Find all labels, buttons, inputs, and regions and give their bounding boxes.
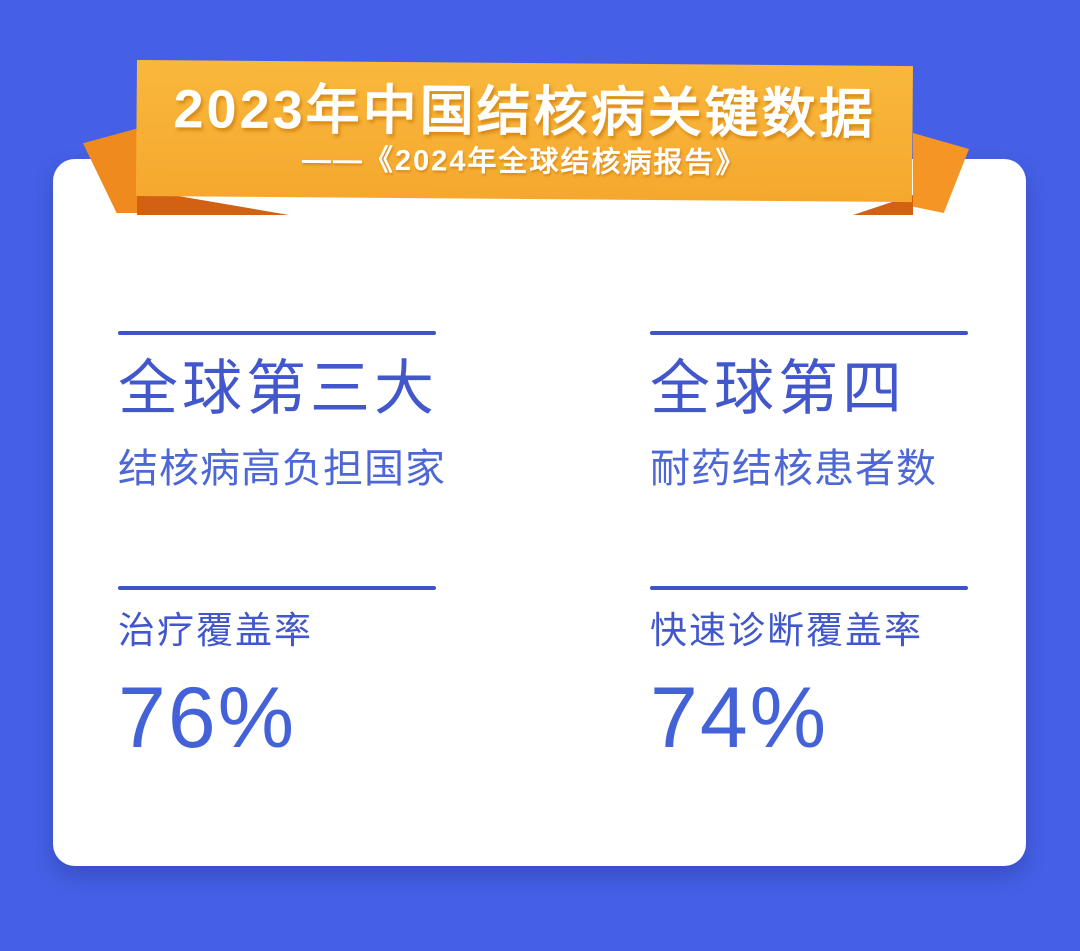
divider — [118, 586, 436, 590]
divider — [650, 586, 968, 590]
ribbon-tail-right — [913, 133, 969, 213]
stat-subheading: 结核病高负担国家 — [118, 447, 446, 491]
divider — [650, 331, 968, 335]
stat-label: 治疗覆盖率 — [118, 610, 313, 651]
stat-label: 快速诊断覆盖率 — [650, 610, 923, 651]
stat-value: 74% — [650, 670, 829, 766]
banner-subtitle: ——《2024年全球结核病报告》 — [301, 144, 747, 180]
stat-heading: 全球第四 — [650, 355, 906, 422]
stat-heading: 全球第三大 — [118, 355, 438, 422]
divider — [118, 331, 436, 335]
stat-column-left: 全球第三大 结核病高负担国家 治疗覆盖率 76% — [118, 159, 498, 866]
stats-card: 全球第三大 结核病高负担国家 治疗覆盖率 76% 全球第四 耐药结核患者数 快速… — [53, 159, 1026, 866]
ribbon-tail-left — [83, 128, 139, 213]
ribbon-banner: 2023年中国结核病关键数据 ——《2024年全球结核病报告》 — [83, 55, 969, 217]
banner-title: 2023年中国结核病关键数据 — [173, 79, 876, 145]
banner-body: 2023年中国结核病关键数据 ——《2024年全球结核病报告》 — [135, 60, 913, 203]
stat-column-right: 全球第四 耐药结核患者数 快速诊断覆盖率 74% — [650, 159, 1030, 866]
stat-value: 76% — [118, 670, 297, 766]
stat-subheading: 耐药结核患者数 — [650, 447, 937, 491]
